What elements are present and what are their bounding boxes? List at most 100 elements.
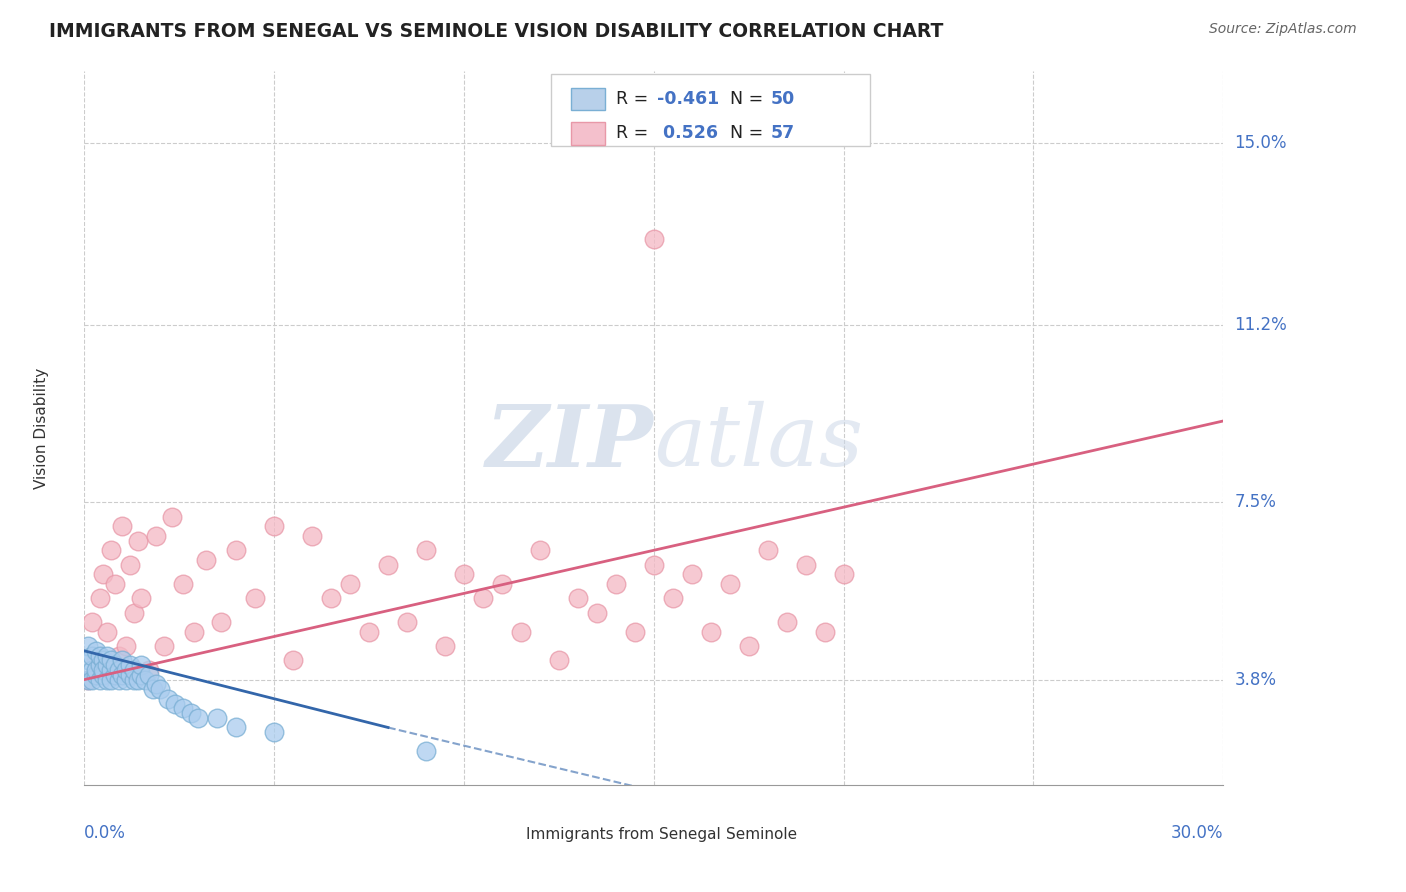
Point xyxy=(107,673,129,687)
Point xyxy=(107,648,129,663)
Point xyxy=(605,576,627,591)
Point xyxy=(118,668,141,682)
Point xyxy=(586,606,609,620)
Point xyxy=(111,653,134,667)
Point xyxy=(529,543,551,558)
Text: atlas: atlas xyxy=(654,401,863,483)
Text: Source: ZipAtlas.com: Source: ZipAtlas.com xyxy=(1209,22,1357,37)
Text: 3.8%: 3.8% xyxy=(1234,671,1277,689)
Point xyxy=(156,691,179,706)
Point xyxy=(84,663,107,677)
Point xyxy=(776,615,799,629)
Text: N =: N = xyxy=(730,124,769,142)
Point xyxy=(718,576,741,591)
Point xyxy=(122,606,145,620)
Text: -0.461: -0.461 xyxy=(657,90,720,108)
Point xyxy=(93,668,115,682)
Text: 50: 50 xyxy=(770,90,796,108)
Point xyxy=(96,648,118,663)
Point xyxy=(122,663,145,677)
Point xyxy=(225,543,247,558)
Point xyxy=(131,591,153,606)
Text: Seminole: Seminole xyxy=(725,827,797,842)
Point xyxy=(80,673,103,687)
Point xyxy=(118,558,141,572)
Point xyxy=(681,567,703,582)
Point xyxy=(339,576,361,591)
Point xyxy=(160,509,183,524)
Point xyxy=(80,615,103,629)
Text: R =: R = xyxy=(616,124,654,142)
FancyBboxPatch shape xyxy=(571,87,605,111)
Point xyxy=(814,624,837,639)
Point xyxy=(80,648,103,663)
FancyBboxPatch shape xyxy=(495,826,519,844)
Point xyxy=(263,519,285,533)
Point xyxy=(491,576,513,591)
Point xyxy=(263,725,285,739)
Text: Immigrants from Senegal: Immigrants from Senegal xyxy=(526,827,721,842)
Point xyxy=(89,658,111,673)
Point xyxy=(180,706,202,720)
Point xyxy=(134,673,156,687)
Text: 57: 57 xyxy=(770,124,796,142)
Point xyxy=(127,533,149,548)
FancyBboxPatch shape xyxy=(571,122,605,145)
FancyBboxPatch shape xyxy=(693,826,718,844)
Point xyxy=(453,567,475,582)
FancyBboxPatch shape xyxy=(551,73,870,146)
Point xyxy=(415,543,437,558)
Point xyxy=(283,653,305,667)
Point xyxy=(756,543,779,558)
Point xyxy=(245,591,267,606)
Point xyxy=(321,591,343,606)
Point xyxy=(100,663,122,677)
Point xyxy=(80,663,103,677)
Point xyxy=(396,615,419,629)
Point xyxy=(183,624,205,639)
Point xyxy=(415,744,437,758)
Point xyxy=(662,591,685,606)
Point xyxy=(115,673,138,687)
Point xyxy=(111,668,134,682)
Point xyxy=(127,673,149,687)
Text: Vision Disability: Vision Disability xyxy=(34,368,49,489)
Point xyxy=(145,677,167,691)
Point xyxy=(643,232,665,246)
Point xyxy=(209,615,232,629)
Text: 0.526: 0.526 xyxy=(657,124,718,142)
Point xyxy=(145,529,167,543)
Point xyxy=(301,529,323,543)
Point xyxy=(149,682,172,697)
Point xyxy=(111,519,134,533)
Point xyxy=(84,668,107,682)
Point xyxy=(122,673,145,687)
Point xyxy=(100,543,122,558)
Point xyxy=(93,567,115,582)
Point xyxy=(643,558,665,572)
Point xyxy=(172,576,194,591)
Text: 0.0%: 0.0% xyxy=(84,824,127,842)
Point xyxy=(77,653,100,667)
Text: R =: R = xyxy=(616,90,654,108)
Point xyxy=(142,682,165,697)
Point xyxy=(187,711,209,725)
Point xyxy=(107,663,129,677)
Point xyxy=(115,639,138,653)
Point xyxy=(165,697,187,711)
Point xyxy=(89,648,111,663)
Point xyxy=(100,673,122,687)
Point xyxy=(153,639,176,653)
Point xyxy=(172,701,194,715)
Point xyxy=(77,639,100,653)
Point xyxy=(434,639,457,653)
Text: 15.0%: 15.0% xyxy=(1234,134,1286,153)
Text: IMMIGRANTS FROM SENEGAL VS SEMINOLE VISION DISABILITY CORRELATION CHART: IMMIGRANTS FROM SENEGAL VS SEMINOLE VISI… xyxy=(49,22,943,41)
Point xyxy=(510,624,533,639)
Point xyxy=(118,658,141,673)
Point xyxy=(84,644,107,658)
Point xyxy=(131,668,153,682)
Point xyxy=(472,591,495,606)
Point xyxy=(359,624,381,639)
Point xyxy=(77,673,100,687)
